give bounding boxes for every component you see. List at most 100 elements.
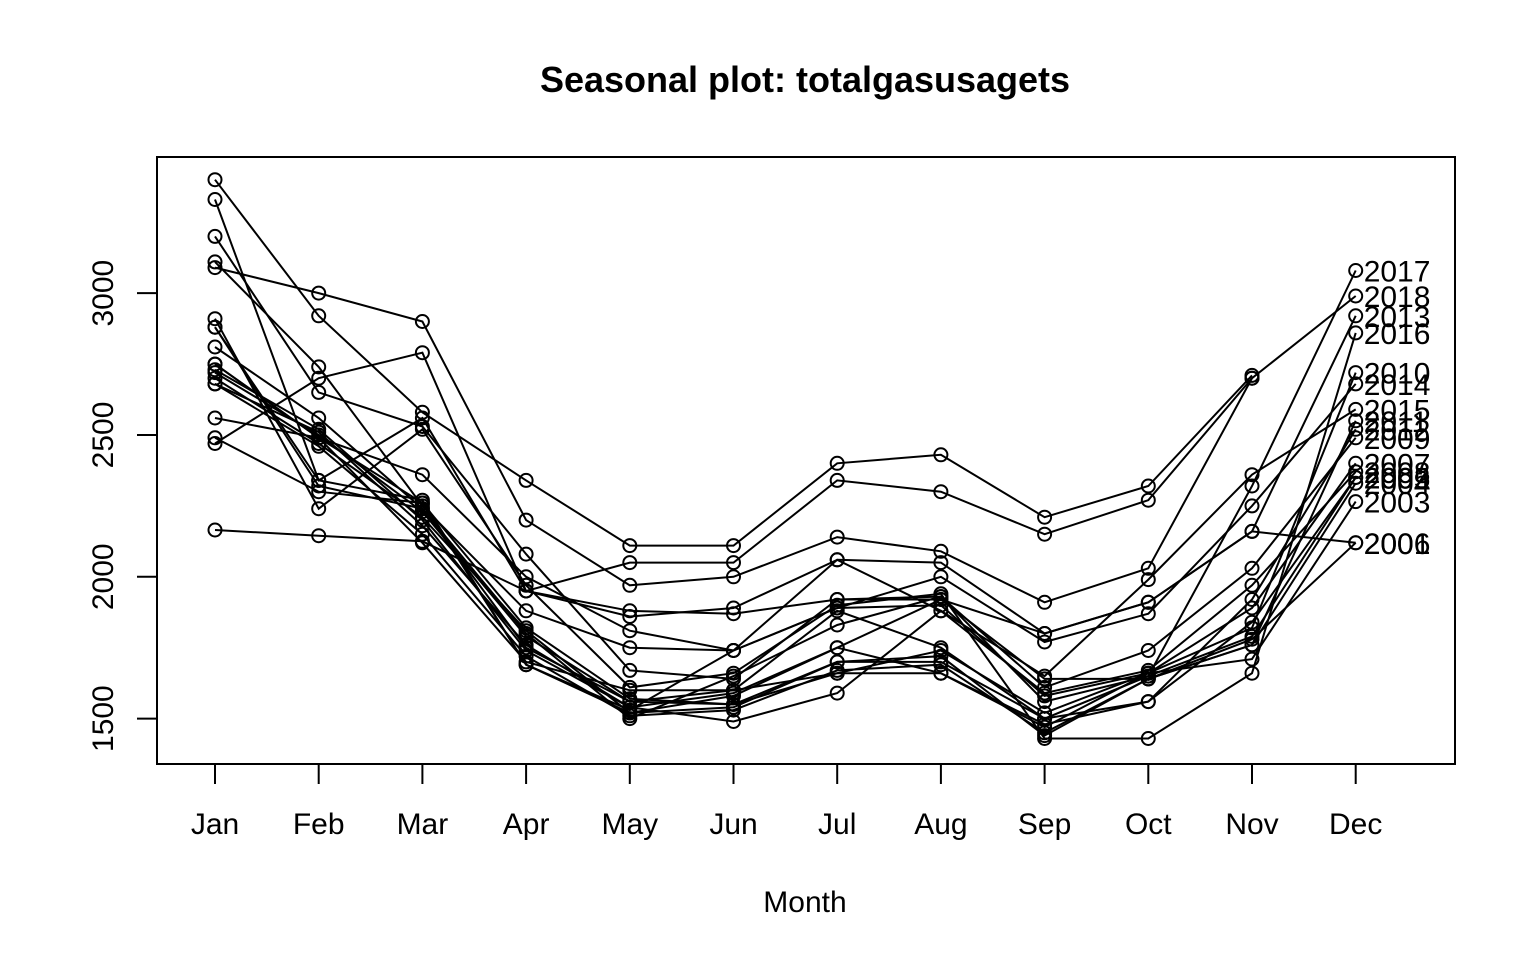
x-tick-label: Jun	[709, 808, 757, 841]
data-point	[1348, 464, 1364, 480]
year-label: 2013	[1364, 301, 1431, 334]
data-point	[207, 339, 223, 355]
data-point	[829, 592, 845, 607]
data-point	[1244, 523, 1260, 539]
data-point	[829, 617, 845, 633]
data-point	[518, 583, 534, 599]
data-point	[414, 314, 430, 329]
data-point	[311, 370, 327, 386]
year-label: 2010	[1364, 358, 1431, 391]
x-tick-label: Sep	[1018, 808, 1071, 841]
year-label: 2011	[1364, 406, 1429, 439]
series-2005	[207, 362, 1364, 732]
series-group	[207, 172, 1364, 746]
data-point	[933, 640, 949, 656]
data-point	[207, 356, 223, 372]
data-point	[933, 665, 949, 681]
x-tick-label: Mar	[397, 808, 449, 841]
data-point	[1348, 376, 1364, 392]
year-label: 2018	[1364, 281, 1431, 314]
data-point	[1348, 413, 1364, 429]
series-line	[214, 318, 1357, 740]
series-2013	[207, 254, 1364, 658]
year-label: 2008	[1364, 457, 1431, 490]
data-point	[1348, 401, 1364, 417]
data-point	[1348, 421, 1364, 437]
series-line	[214, 383, 1357, 734]
data-point	[207, 260, 223, 276]
year-label: 2005	[1364, 463, 1431, 496]
series-line	[214, 179, 1253, 547]
x-tick-label: Dec	[1329, 808, 1382, 841]
data-point	[726, 538, 741, 554]
series-2016	[207, 311, 1364, 746]
data-point	[1348, 494, 1364, 510]
data-point	[207, 311, 223, 327]
x-tick-label: May	[601, 808, 658, 841]
data-point	[1037, 719, 1053, 735]
data-point	[1037, 594, 1053, 610]
data-point	[311, 438, 327, 454]
data-point	[207, 410, 223, 426]
x-tick-label: Jan	[191, 808, 239, 841]
data-point	[207, 228, 223, 244]
data-point	[933, 648, 949, 664]
year-label: 2009	[1364, 423, 1431, 456]
series-unlabeled-18	[207, 172, 1260, 554]
data-point	[1037, 526, 1053, 542]
data-point	[622, 623, 638, 639]
data-point	[207, 376, 223, 392]
series-2015	[207, 345, 1364, 684]
data-point	[311, 384, 327, 400]
data-point	[518, 512, 534, 528]
series-line	[214, 235, 1357, 703]
y-tick-label: 1500	[87, 685, 120, 752]
data-point	[726, 555, 741, 571]
x-tick-label: Nov	[1225, 808, 1278, 841]
year-label: 2001	[1364, 528, 1431, 561]
data-point	[207, 430, 223, 446]
data-point	[726, 643, 741, 658]
data-point	[622, 577, 638, 593]
data-point	[311, 528, 327, 544]
data-point	[829, 640, 845, 656]
y-tick-label: 2500	[87, 402, 120, 469]
data-point	[414, 419, 430, 434]
y-tick-label: 3000	[87, 260, 120, 327]
data-point	[1140, 492, 1156, 508]
series-line	[214, 417, 1357, 720]
data-point	[933, 589, 949, 605]
data-point	[1037, 668, 1053, 684]
series-2017	[207, 228, 1364, 710]
year-label: 2004	[1364, 468, 1431, 501]
data-point	[1348, 308, 1364, 324]
data-point	[622, 662, 638, 678]
y-axis: 1500 2000 2500 3000	[87, 260, 157, 752]
data-point	[1140, 668, 1156, 684]
data-point	[207, 192, 223, 207]
series-line	[214, 266, 1357, 604]
data-point	[622, 609, 638, 624]
x-tick-label: Feb	[293, 808, 345, 841]
series-line	[214, 382, 1357, 723]
year-label: 2003	[1364, 487, 1431, 520]
data-point	[1037, 711, 1053, 727]
data-point	[1348, 325, 1364, 341]
data-point	[414, 467, 430, 483]
data-point	[1140, 572, 1156, 588]
year-label: 2016	[1364, 318, 1431, 351]
series-line	[214, 529, 1356, 635]
data-point	[311, 359, 327, 375]
data-point	[207, 436, 223, 451]
series-line	[214, 199, 1253, 593]
year-label: 2007	[1364, 448, 1431, 481]
data-point	[1037, 731, 1053, 746]
data-point	[726, 569, 741, 585]
data-point	[1348, 475, 1364, 491]
data-point	[1348, 535, 1364, 551]
data-point	[1140, 560, 1156, 576]
x-axis-label: Month	[763, 886, 846, 919]
data-point	[1244, 370, 1260, 386]
data-point	[1244, 478, 1260, 494]
